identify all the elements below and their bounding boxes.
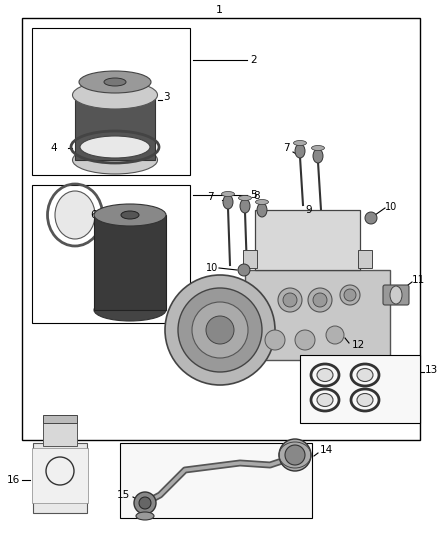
Polygon shape — [75, 95, 155, 160]
Text: 1: 1 — [215, 5, 223, 15]
Ellipse shape — [104, 78, 126, 86]
Ellipse shape — [222, 191, 234, 197]
Text: 12: 12 — [352, 340, 365, 350]
Text: 14: 14 — [320, 445, 333, 455]
Ellipse shape — [73, 146, 158, 174]
Circle shape — [206, 316, 234, 344]
Ellipse shape — [239, 196, 251, 200]
Circle shape — [139, 497, 151, 509]
Ellipse shape — [240, 199, 250, 213]
Text: 15: 15 — [117, 490, 130, 500]
Text: 3: 3 — [163, 92, 170, 102]
Circle shape — [344, 289, 356, 301]
Ellipse shape — [94, 299, 166, 321]
Ellipse shape — [121, 211, 139, 219]
Circle shape — [278, 288, 302, 312]
Polygon shape — [33, 443, 87, 513]
Bar — [255, 210, 360, 270]
Bar — [22, 18, 420, 440]
Circle shape — [308, 288, 332, 312]
Text: 11: 11 — [412, 275, 425, 285]
Circle shape — [285, 445, 305, 465]
Text: 9: 9 — [305, 205, 311, 215]
Ellipse shape — [80, 136, 150, 158]
Ellipse shape — [257, 203, 267, 217]
Circle shape — [283, 293, 297, 307]
Bar — [43, 415, 77, 423]
Circle shape — [365, 212, 377, 224]
Ellipse shape — [357, 393, 373, 407]
Bar — [43, 421, 77, 446]
Ellipse shape — [313, 149, 323, 163]
Text: 13: 13 — [425, 365, 438, 375]
Ellipse shape — [136, 512, 154, 520]
Bar — [358, 250, 372, 268]
Text: 10: 10 — [385, 202, 397, 212]
Text: 6: 6 — [90, 210, 97, 220]
Bar — [120, 443, 312, 518]
Bar — [32, 28, 190, 175]
Circle shape — [313, 293, 327, 307]
Ellipse shape — [390, 286, 402, 304]
Polygon shape — [94, 215, 166, 310]
Ellipse shape — [293, 141, 307, 146]
Bar — [32, 185, 190, 323]
Ellipse shape — [357, 368, 373, 382]
Text: 2: 2 — [250, 55, 257, 65]
FancyBboxPatch shape — [383, 285, 409, 305]
Text: 8: 8 — [253, 191, 260, 201]
Ellipse shape — [311, 146, 325, 150]
Bar — [300, 355, 420, 423]
Circle shape — [192, 302, 248, 358]
Ellipse shape — [73, 81, 158, 109]
Circle shape — [178, 288, 262, 372]
Text: UL: UL — [57, 469, 64, 473]
Ellipse shape — [255, 199, 268, 205]
Bar — [245, 270, 390, 360]
Text: 7: 7 — [283, 143, 290, 153]
Ellipse shape — [295, 144, 305, 158]
Text: 10: 10 — [206, 263, 218, 273]
Text: 5: 5 — [250, 190, 257, 200]
Circle shape — [265, 330, 285, 350]
Circle shape — [326, 326, 344, 344]
Bar — [243, 250, 257, 268]
Ellipse shape — [55, 191, 95, 239]
Ellipse shape — [94, 204, 166, 226]
Circle shape — [279, 439, 311, 471]
Circle shape — [134, 492, 156, 514]
Text: 7: 7 — [207, 192, 214, 202]
Ellipse shape — [317, 368, 333, 382]
Circle shape — [295, 330, 315, 350]
Circle shape — [238, 264, 250, 276]
Ellipse shape — [79, 71, 151, 93]
Ellipse shape — [317, 393, 333, 407]
Bar — [32, 448, 88, 503]
Ellipse shape — [223, 195, 233, 209]
Circle shape — [340, 285, 360, 305]
Text: 16: 16 — [7, 475, 20, 485]
Text: 4: 4 — [50, 143, 57, 153]
Circle shape — [165, 275, 275, 385]
